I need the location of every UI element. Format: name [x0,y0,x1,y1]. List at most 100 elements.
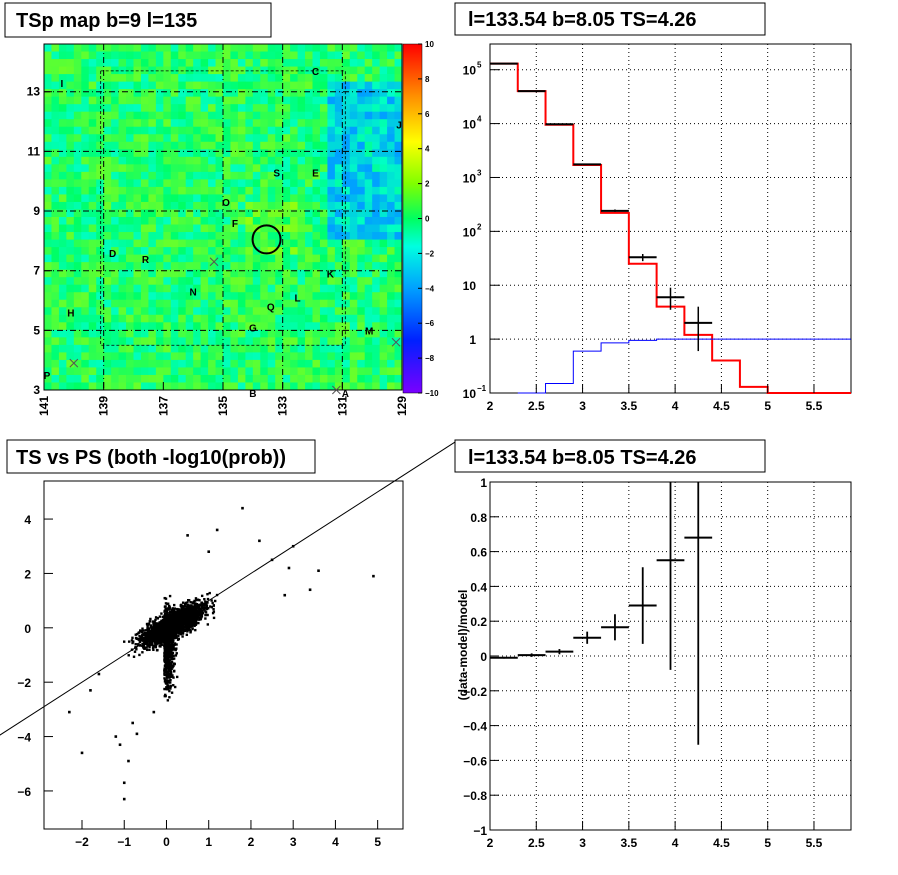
heatmap-cell [163,224,172,233]
heatmap-cell [44,277,52,286]
scatter-point [156,633,159,637]
heatmap-cell [223,59,231,68]
heatmap-cell [81,201,90,210]
heatmap-cell [223,156,231,165]
heatmap-cell [155,96,164,105]
scatter-point [166,684,169,687]
heatmap-cell [178,299,187,308]
heatmap-cell [282,194,291,203]
tsmap-source-label: S [273,168,280,179]
heatmap-cell [223,186,231,195]
heatmap-cell [215,164,224,173]
heatmap-cell [185,322,194,331]
heatmap-cell [394,104,403,113]
heatmap-cell [170,201,179,210]
heatmap-cell [88,66,97,75]
heatmap-cell [282,96,291,105]
heatmap-cell [96,126,105,135]
heatmap-cell [379,171,388,180]
heatmap-cell [237,186,246,195]
spectrum-ytick-exponent: 4 [477,115,482,124]
heatmap-cell [215,201,224,210]
heatmap-cell [44,299,52,308]
heatmap-cell [118,382,127,391]
heatmap-cell [357,269,366,278]
heatmap-cell [66,66,75,75]
heatmap-cell [51,247,60,256]
heatmap-cell [282,329,291,338]
heatmap-cell [73,247,82,256]
heatmap-cell [103,119,112,128]
heatmap-cell [51,59,60,68]
heatmap-cell [364,232,373,241]
scatter-point [177,631,180,634]
heatmap-cell [230,141,239,150]
heatmap-cell [51,126,60,135]
heatmap-cell [44,126,52,135]
heatmap-cell [118,322,127,331]
scatter-point [171,664,174,668]
heatmap-cell [327,134,336,143]
heatmap-cell [178,352,187,361]
heatmap-cell [297,126,306,135]
heatmap-cell [230,299,239,308]
heatmap-cell [372,344,381,353]
scatter-point [173,685,177,689]
heatmap-cell [297,171,306,180]
scatter-point [157,637,160,640]
scatter-point [146,639,149,642]
scatter-outlier-point [80,751,84,755]
heatmap-cell [349,51,358,60]
scatter-point [204,617,207,620]
scatter-point [155,631,159,635]
heatmap-cell [230,201,239,210]
heatmap-cell [334,292,343,301]
heatmap-cell [275,337,284,346]
heatmap-cell [245,194,254,203]
heatmap-cell [290,374,299,383]
heatmap-cell [387,232,396,241]
heatmap-cell [208,344,217,353]
heatmap-cell [133,352,142,361]
heatmap-cell [81,89,90,98]
heatmap-cell [73,292,82,301]
heatmap-cell [96,277,105,286]
heatmap-cell [334,59,343,68]
heatmap-cell [88,104,97,113]
scatter-point [150,642,153,646]
heatmap-cell [230,96,239,105]
scatter-point [130,639,134,642]
heatmap-cell [290,299,299,308]
heatmap-cell [215,186,224,195]
heatmap-cell [260,194,269,203]
heatmap-cell [140,307,149,316]
heatmap-cell [58,74,67,83]
heatmap-cell [178,314,187,323]
scatter-point [206,592,209,596]
heatmap-cell [245,81,254,90]
heatmap-cell [81,367,90,376]
heatmap-cell [290,179,299,188]
heatmap-cell [118,164,127,173]
heatmap-cell [193,322,202,331]
heatmap-cell [282,232,291,241]
heatmap-cell [133,186,142,195]
heatmap-cell [133,119,142,128]
heatmap-cell [73,74,82,83]
heatmap-cell [379,292,388,301]
heatmap-cell [312,247,321,256]
heatmap-cell [357,247,366,256]
heatmap-cell [245,299,254,308]
heatmap-cell [81,224,90,233]
heatmap-cell [193,89,202,98]
scatter-point [205,605,208,609]
heatmap-cell [334,89,343,98]
heatmap-cell [133,74,142,83]
heatmap-cell [208,254,217,263]
tsmap-cross-mark [332,385,341,395]
scatter-point [161,623,164,627]
scatter-point [176,616,180,619]
scatter-point [168,634,171,638]
heatmap-cell [178,96,187,105]
